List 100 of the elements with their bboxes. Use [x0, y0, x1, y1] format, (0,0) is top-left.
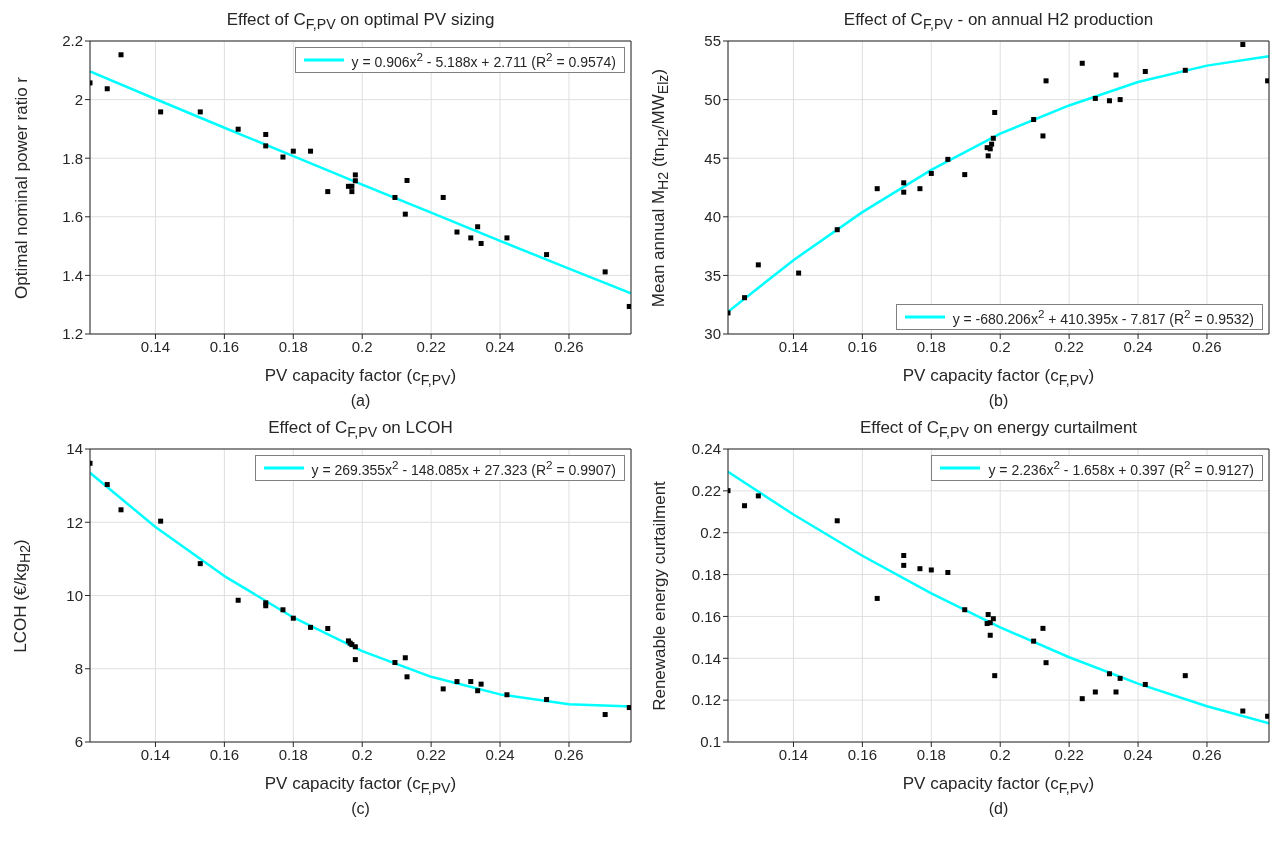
x-tick-label: 0.18	[278, 337, 308, 355]
point	[544, 697, 550, 703]
x-tick-label: 0.2	[351, 337, 373, 355]
x-tick-label: 0.24	[1123, 337, 1153, 355]
point	[901, 562, 907, 568]
point	[1092, 689, 1098, 695]
x-tick-label: 0.16	[209, 337, 239, 355]
point	[235, 597, 241, 603]
y-tick-label: 30	[704, 325, 721, 343]
y-tick-label: 1.4	[62, 266, 83, 284]
y-tick-label: 50	[704, 90, 721, 108]
y-tick-label: 12	[66, 513, 83, 531]
point	[1079, 60, 1085, 66]
x-tick-label: 0.24	[485, 337, 515, 355]
x-tick-label: 0.14	[140, 745, 171, 763]
chart-title: Effect of C$_{F,PV}$ on energy curtailment	[858, 418, 1139, 441]
point	[235, 126, 241, 132]
chart-title: Effect of C$_{F,PV}$ on optimal PV sizing	[225, 10, 496, 33]
point	[402, 655, 408, 661]
point	[352, 172, 358, 178]
y-tick-label: 2	[74, 90, 83, 108]
point	[834, 518, 840, 524]
point	[1079, 696, 1085, 702]
point	[1043, 78, 1049, 84]
point	[834, 227, 840, 233]
point	[1240, 708, 1246, 714]
point	[104, 482, 110, 488]
chart-title: Effect of C$_{F,PV}$ on LCOH	[267, 418, 454, 441]
legend-label: y = 0.906x$^{2}$ - 5.188x + 2.711 (R$^{2}$ = 0.9574)	[351, 50, 616, 70]
point	[1142, 681, 1148, 687]
point	[392, 660, 398, 666]
x-tick-label: 0.14	[778, 745, 809, 763]
point	[874, 595, 880, 601]
point	[440, 686, 446, 692]
point	[901, 189, 907, 195]
point	[992, 109, 998, 115]
point	[1113, 72, 1119, 78]
point	[990, 135, 996, 141]
point	[290, 615, 296, 621]
point	[1092, 95, 1098, 101]
point	[104, 86, 110, 92]
point	[1043, 660, 1049, 666]
text: (c)	[350, 800, 371, 818]
point	[454, 679, 460, 685]
point	[962, 172, 968, 178]
point	[989, 141, 995, 147]
point	[945, 569, 951, 575]
y-tick-label: 0.2	[700, 524, 721, 542]
y-axis-title: Renewable energy curtailment	[650, 480, 670, 711]
point	[392, 194, 398, 200]
chart-title: Effect of C$_{F,PV}$ - on annual H2 production	[842, 10, 1155, 33]
point	[602, 269, 608, 275]
y-tick-label: 14	[66, 440, 83, 458]
point	[308, 148, 314, 154]
point	[1142, 68, 1148, 74]
y-tick-label: 0.12	[691, 691, 721, 709]
y-tick-label: 0.1	[700, 733, 721, 751]
point	[404, 177, 410, 183]
point	[263, 131, 269, 137]
x-tick-label: 0.18	[916, 337, 946, 355]
point	[874, 186, 880, 192]
x-tick-label: 0.26	[554, 337, 584, 355]
x-tick-label: 0.22	[416, 337, 446, 355]
point	[1031, 638, 1037, 644]
point	[504, 235, 510, 241]
point	[1265, 78, 1269, 84]
point	[1117, 97, 1123, 103]
x-tick-label: 0.14	[778, 337, 809, 355]
point	[349, 189, 355, 195]
point	[1031, 117, 1037, 123]
point	[197, 109, 203, 115]
point	[544, 252, 550, 258]
point	[755, 262, 761, 268]
point	[118, 52, 124, 58]
y-tick-label: 1.8	[62, 149, 83, 167]
point	[404, 674, 410, 680]
point	[118, 507, 124, 513]
point	[349, 183, 355, 189]
point	[1106, 98, 1112, 104]
point	[990, 616, 996, 622]
y-tick-label: 0.24	[691, 440, 721, 458]
x-tick-label: 0.2	[351, 745, 373, 763]
legend-label: y = 2.236x$^{2}$ - 1.658x + 0.397 (R$^{2}$ = 0.9127)	[988, 458, 1254, 478]
x-tick-label: 0.26	[554, 745, 584, 763]
y-tick-label: 55	[704, 32, 721, 50]
point	[985, 612, 991, 618]
x-tick-label: 0.22	[416, 745, 446, 763]
y-tick-label: 2.2	[62, 32, 83, 50]
point	[755, 493, 761, 499]
point	[742, 295, 748, 301]
point	[1106, 671, 1112, 677]
y-tick-label: 45	[704, 149, 721, 167]
point	[352, 178, 358, 184]
point	[901, 553, 907, 559]
legend-label: y = -680.206x$^{2}$ + 410.395x - 7.817 (R$^{2}$ = 0.9532)	[952, 307, 1254, 327]
point	[992, 673, 998, 679]
point	[602, 712, 608, 718]
x-tick-label: 0.2	[989, 745, 1011, 763]
point	[928, 170, 934, 176]
point	[1240, 42, 1246, 48]
